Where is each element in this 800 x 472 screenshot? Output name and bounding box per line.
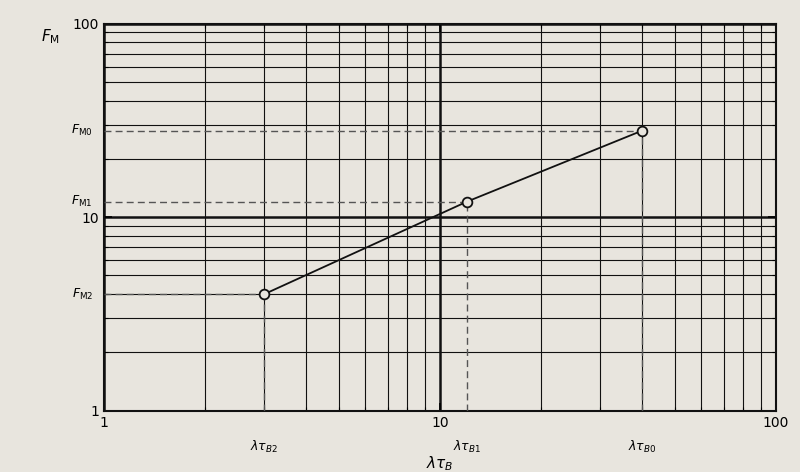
Text: $F_{\mathrm{M}0}$: $F_{\mathrm{M}0}$ <box>71 123 93 138</box>
Text: $F_{\mathrm{M}2}$: $F_{\mathrm{M}2}$ <box>71 287 93 302</box>
Text: $F_{\mathrm{M}1}$: $F_{\mathrm{M}1}$ <box>71 194 93 210</box>
Text: $\lambda\tau_{B0}$: $\lambda\tau_{B0}$ <box>628 438 657 455</box>
Text: $\lambda\tau_{B1}$: $\lambda\tau_{B1}$ <box>453 438 481 455</box>
Text: $\lambda\tau_{B2}$: $\lambda\tau_{B2}$ <box>250 438 278 455</box>
X-axis label: $\lambda\tau_B$: $\lambda\tau_B$ <box>426 455 454 472</box>
Text: $F_{\mathrm{M}}$: $F_{\mathrm{M}}$ <box>41 27 60 46</box>
